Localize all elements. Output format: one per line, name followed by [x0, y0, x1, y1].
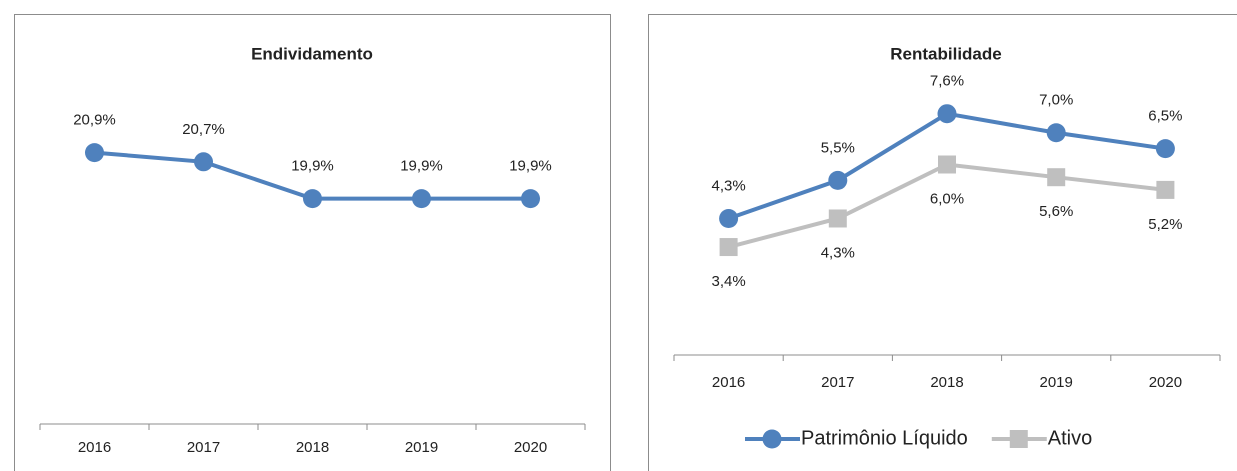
data-label: 19,9% [509, 158, 552, 175]
legend-label: Ativo [1048, 427, 1092, 449]
marker [1046, 123, 1066, 143]
data-label: 5,5% [821, 139, 855, 156]
x-tick-label: 2018 [930, 374, 963, 391]
x-tick-label: 2016 [78, 439, 111, 456]
marker [85, 143, 104, 163]
x-tick-label: 2018 [296, 439, 329, 456]
data-label: 4,3% [821, 244, 855, 261]
data-label: 20,7% [182, 121, 225, 138]
marker [412, 189, 431, 209]
marker [1009, 430, 1028, 448]
marker [1155, 139, 1175, 159]
marker [938, 155, 956, 174]
data-label: 7,0% [1039, 92, 1073, 109]
data-label: 19,9% [291, 158, 334, 175]
data-label: 4,3% [711, 177, 745, 194]
legend-label: Patrimônio Líquido [801, 427, 968, 449]
data-label: 5,2% [1148, 216, 1182, 233]
chart-title: Rentabilidade [890, 44, 1001, 63]
data-label: 6,5% [1148, 108, 1182, 125]
marker [828, 209, 847, 228]
marker [719, 208, 739, 228]
x-tick-label: 2019 [405, 439, 438, 456]
x-tick-label: 2017 [821, 374, 854, 391]
x-tick-label: 2020 [514, 439, 547, 456]
x-tick-label: 2019 [1040, 374, 1073, 391]
x-tick-label: 2016 [712, 374, 745, 391]
marker [828, 170, 848, 190]
data-label: 5,6% [1039, 203, 1073, 220]
data-label: 6,0% [930, 190, 964, 207]
x-tick-label: 2017 [187, 439, 220, 456]
marker [937, 104, 957, 124]
marker [303, 189, 322, 209]
marker [719, 238, 738, 257]
data-label: 7,6% [930, 73, 964, 90]
marker [1156, 180, 1175, 199]
data-label: 19,9% [400, 158, 443, 175]
data-label: 3,4% [711, 273, 745, 290]
chart-title: Endividamento [251, 44, 373, 63]
marker [1047, 168, 1066, 187]
x-tick-label: 2020 [1149, 374, 1182, 391]
marker [762, 429, 782, 449]
data-label: 20,9% [73, 112, 116, 129]
chart-panel [14, 14, 611, 471]
marker [194, 152, 213, 172]
marker [521, 189, 540, 209]
